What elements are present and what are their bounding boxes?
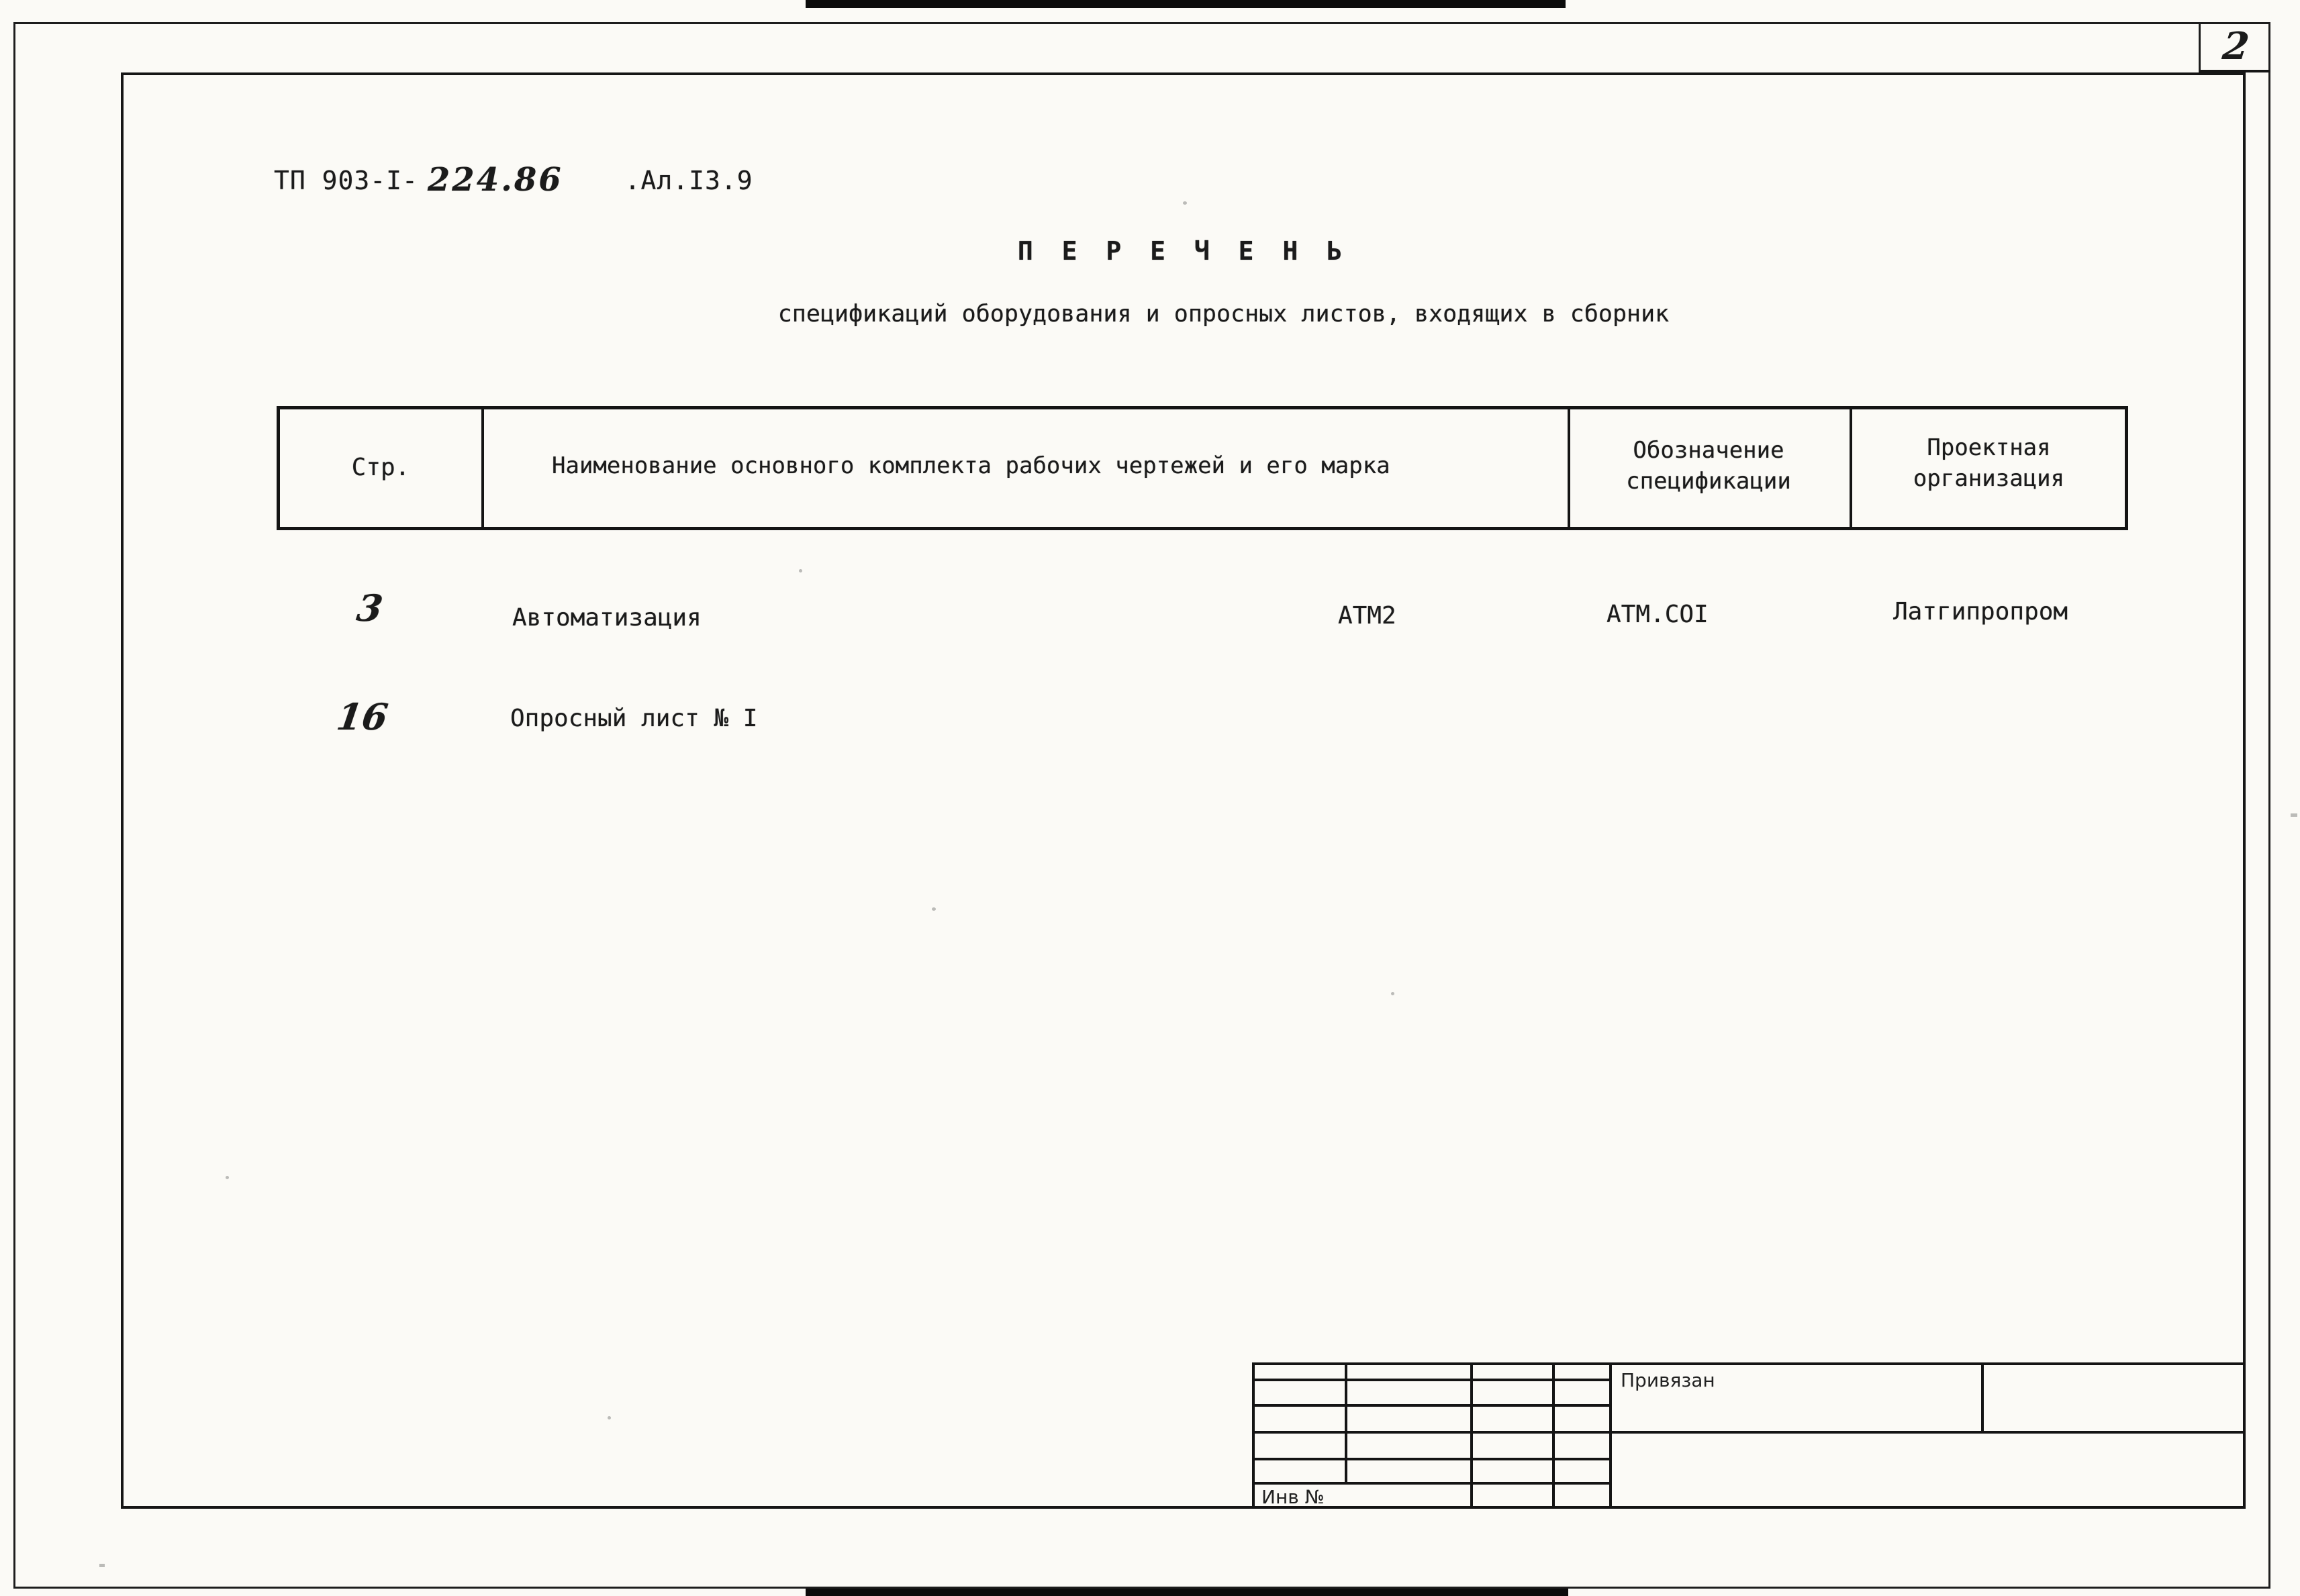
title-block: Привязан Инв № (1252, 1362, 2246, 1509)
column-header-name: Наименование основного комплекта рабочих… (552, 452, 1390, 479)
scan-speck (2291, 813, 2297, 817)
title-block-hline-3 (1255, 1431, 1612, 1434)
column-header-page: Стр. (351, 454, 410, 481)
title-block-section-divider (1609, 1365, 1612, 1506)
title-block-right-hline (1609, 1431, 2243, 1434)
row1-name: Автоматизация (512, 604, 702, 632)
title-block-vline-2 (1470, 1365, 1473, 1506)
page-outer-border (13, 22, 2270, 1589)
column-divider-1 (481, 409, 484, 527)
row1-design-organization: Латгипропром (1893, 598, 2068, 626)
spec-table-header: Стр. Наименование основного комплекта ра… (277, 406, 2128, 530)
doc-code-line: ТП 903-I- 224.86 .Ал.I3.9 (274, 160, 753, 199)
row2-name: Опросный лист № I (510, 705, 758, 732)
attached-label: Привязан (1621, 1369, 1715, 1391)
title-block-hline-4 (1255, 1458, 1612, 1460)
title-block-hline-1 (1255, 1379, 1612, 1381)
sheet-number: 2 (2220, 23, 2251, 68)
title-block-vline-1 (1345, 1365, 1347, 1482)
doc-code-handwritten: 224.86 (427, 161, 563, 199)
doc-album-ref: .Ал.I3.9 (624, 166, 753, 195)
sheet-number-box: 2 (2199, 22, 2270, 72)
column-divider-2 (1568, 409, 1570, 527)
drawing-frame (121, 72, 2246, 1509)
scan-speck (1183, 201, 1187, 205)
inventory-number-label: Инв № (1261, 1486, 1325, 1508)
scan-speck (226, 1176, 229, 1179)
scan-speck (932, 907, 936, 911)
title-block-vline-3 (1552, 1365, 1555, 1506)
column-divider-3 (1850, 409, 1852, 527)
scan-artifact-bottom-bar (806, 1588, 1568, 1596)
row2-page-number: 16 (334, 695, 391, 738)
page-title: П Е Р Е Ч Е Н Ь (1017, 236, 1349, 266)
scan-speck (799, 569, 802, 572)
title-block-hline-5 (1255, 1482, 1612, 1485)
title-block-hline-2 (1255, 1404, 1612, 1407)
scan-speck (608, 1416, 611, 1419)
column-header-spec: Обозначение спецификации (1626, 437, 1791, 495)
scan-speck (99, 1564, 105, 1567)
scan-artifact-top-bar (806, 0, 1566, 8)
row1-mark: АТМ2 (1338, 602, 1396, 630)
doc-code-typed: ТП 903-I- (274, 166, 418, 195)
column-header-org: Проектная организация (1913, 434, 2065, 492)
scan-speck (1391, 992, 1394, 995)
page-subtitle: спецификаций оборудования и опросных лис… (777, 301, 1670, 328)
row1-spec-designation: АТМ.СОI (1607, 601, 1709, 628)
title-block-right-divider (1981, 1365, 1984, 1431)
